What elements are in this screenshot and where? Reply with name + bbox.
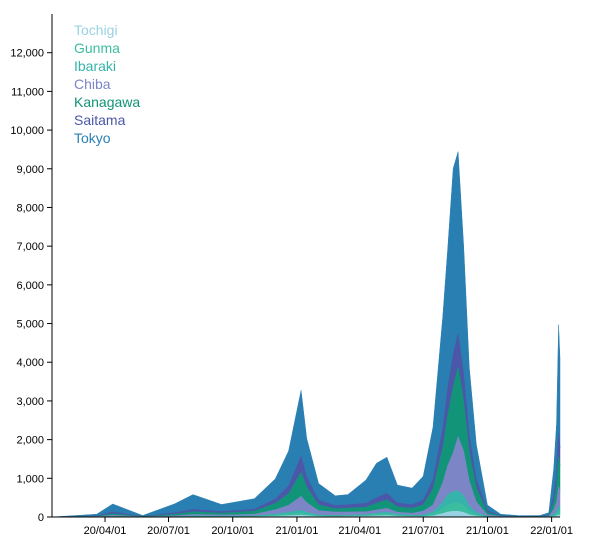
- x-tick-label: 20/10/01: [211, 525, 254, 537]
- axes-group: 0 1,000 2,000 3,000 4,000 5,000 6,000 7,000 8,00…: [10, 14, 573, 537]
- y-tick-label: 0: [38, 512, 44, 524]
- x-tick-label: 21/01/01: [276, 525, 319, 537]
- legend-item-gunma: Gunma: [74, 40, 120, 56]
- y-tick-label: 2,000: [16, 435, 44, 447]
- area-tokyo: [51, 151, 561, 518]
- x-tick-label: 21/07/01: [402, 525, 445, 537]
- y-tick-label: 5,000: [16, 319, 44, 331]
- y-tick-label: 10,000: [10, 125, 44, 137]
- y-tick-label: 11,000: [11, 86, 44, 98]
- x-tick-label: 22/01/01: [530, 525, 573, 537]
- legend: Tochigi Gunma Ibaraki Chiba Kanagawa Saitama T…: [74, 22, 140, 146]
- area-series-group: [51, 151, 561, 518]
- legend-item-ibaraki: Ibaraki: [74, 58, 116, 74]
- y-tick-label: 9,000: [16, 164, 44, 176]
- legend-item-chiba: Chiba: [74, 76, 111, 92]
- y-tick-label: 4,000: [16, 357, 44, 369]
- legend-item-tokyo: Tokyo: [74, 130, 111, 146]
- x-tick-label: 21/10/01: [466, 525, 509, 537]
- y-tick-label: 3,000: [16, 396, 44, 408]
- x-tick-label: 20/07/01: [147, 525, 190, 537]
- y-tick-label: 6,000: [16, 280, 44, 292]
- legend-item-kanagawa: Kanagawa: [74, 94, 140, 110]
- x-tick-label: 21/04/01: [338, 525, 381, 537]
- y-tick-label: 12,000: [10, 48, 44, 60]
- legend-item-tochigi: Tochigi: [74, 22, 118, 38]
- y-tick-label: 8,000: [16, 202, 44, 214]
- x-tick-label: 20/04/01: [84, 525, 127, 537]
- y-tick-label: 1,000: [16, 473, 44, 485]
- y-tick-label: 7,000: [16, 241, 44, 253]
- legend-item-saitama: Saitama: [74, 112, 126, 128]
